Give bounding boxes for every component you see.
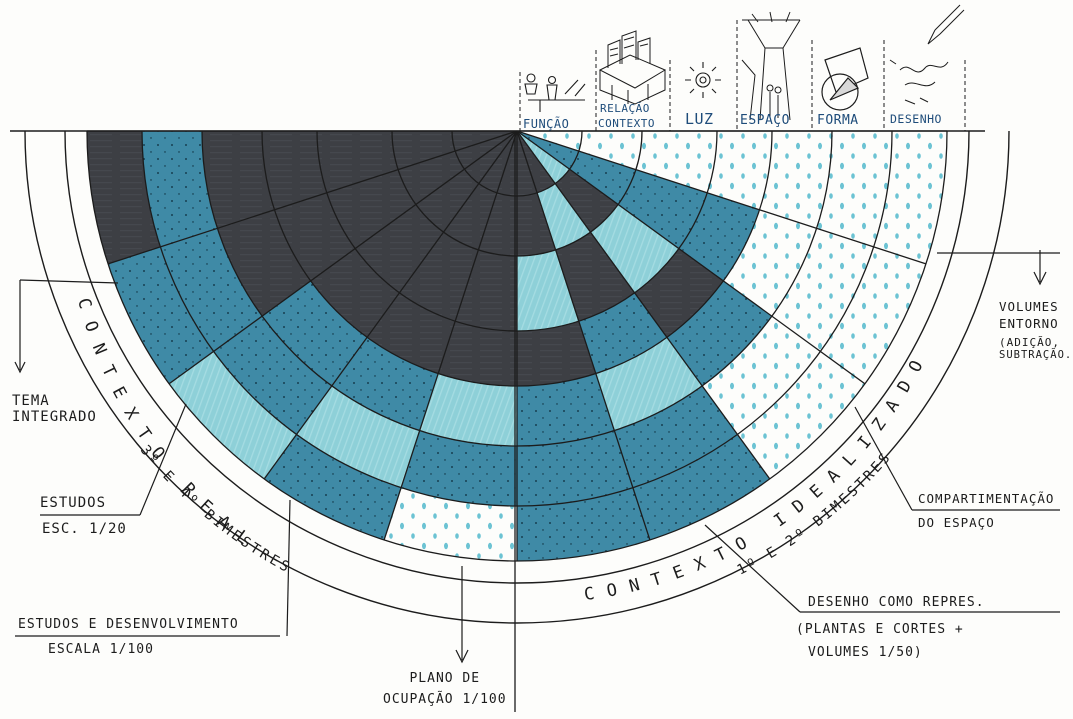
annotation-estudos-desenvolvimento: ESTUDOS E DESENVOLVIMENTO ESCALA 1/100 <box>18 617 239 657</box>
fan-cell-texture <box>213 316 332 435</box>
fan-radial-line <box>383 130 518 541</box>
annotation-tema-integrado: TEMA INTEGRADO <box>12 393 97 426</box>
leader-lines <box>14 250 1060 664</box>
fan-radial-line <box>516 130 651 541</box>
fan-cell-white <box>635 131 717 193</box>
annotation-compartimentacao: COMPARTIMENTAÇÃO DO ESPAÇO <box>918 491 1055 531</box>
fan-cell-texture <box>666 280 772 386</box>
fan-cell-texture <box>614 385 738 488</box>
fan-radial-line <box>516 130 927 265</box>
fan-cell-texture <box>317 131 399 193</box>
outer-label-ring <box>24 130 1010 624</box>
fan-cell-texture <box>264 434 402 540</box>
fan-cell-texture <box>355 204 444 293</box>
fan-cell-texture <box>590 204 679 293</box>
fan-cell-texture <box>142 131 218 247</box>
fan-cell-texture <box>415 169 479 233</box>
fan-cell-texture <box>517 192 556 256</box>
fan-cell-texture <box>87 131 161 264</box>
fan-cell-texture <box>262 280 368 386</box>
category-header-frame <box>519 20 966 131</box>
category-label-luz: LUZ <box>685 110 714 128</box>
fan-cell-texture <box>517 487 650 561</box>
fan-cell-white <box>873 131 947 264</box>
outer-rings <box>24 130 1010 624</box>
fan-radial-line <box>107 130 518 265</box>
fan-cell-texture <box>401 430 517 506</box>
pen-drawing-icon <box>889 4 965 105</box>
arc-label-bimestres-right: 1º E 2º BIMESTRES <box>735 448 896 578</box>
fan-cell-white <box>702 316 821 435</box>
fan-cell-texture <box>202 131 275 229</box>
fan-radial-line <box>263 130 518 480</box>
fan-cell-texture <box>392 131 456 170</box>
annotation-estudos: ESTUDOS ESC. 1/20 <box>40 495 127 538</box>
fan-cell-texture <box>160 228 263 352</box>
category-label-relacao: RELAÇÃO <box>600 102 650 115</box>
fan-cell-texture <box>517 430 633 506</box>
fan-cell-texture <box>517 321 596 386</box>
fan-cell-white <box>737 351 865 479</box>
fan-cell-texture <box>517 249 579 331</box>
fan-cell-texture <box>517 131 579 170</box>
fan-cell-texture <box>310 248 400 338</box>
annotation-desenho-repres: DESENHO COMO REPRES. (PLANTAS E CORTES + V… <box>796 595 985 660</box>
fan-cell-texture <box>478 192 517 256</box>
fan-cell-texture <box>419 373 517 446</box>
fan-cell-texture <box>618 169 708 249</box>
fan-cell-white <box>820 246 926 384</box>
fan-cell-texture <box>108 246 214 384</box>
category-label-contexto: CONTEXTO <box>598 117 655 130</box>
fan-cell-texture <box>217 209 311 317</box>
fan-cell-texture <box>296 385 420 488</box>
interior-space-icon <box>741 11 801 121</box>
fan-cell-white <box>707 131 773 210</box>
fan-radial-line <box>516 130 771 480</box>
fan-cell-white <box>578 131 642 170</box>
fan-cell-texture <box>555 232 635 322</box>
fan-cell-texture <box>455 249 517 331</box>
fan-cell-white <box>759 131 832 229</box>
fan-cell-texture <box>478 131 517 193</box>
fan-cell-texture <box>331 337 439 431</box>
fan-cell-white <box>723 209 817 317</box>
fan-radial-line <box>516 130 866 385</box>
annotation-plano-ocupacao: PLANO DE OCUPAÇÃO 1/100 <box>383 671 507 707</box>
category-label-forma: FORMA <box>817 113 859 128</box>
fan-cell-texture <box>438 321 517 386</box>
fan-cell-texture <box>595 337 703 431</box>
fan-cell-texture <box>464 131 517 184</box>
geometric-form-icon <box>821 47 869 111</box>
fan-cells <box>87 131 947 561</box>
fan-cell-texture <box>262 131 327 210</box>
fan-cell-texture <box>399 232 479 322</box>
category-label-funcao: FUNÇÃO <box>523 117 570 131</box>
category-label-espaco: ESPAÇO <box>740 113 790 128</box>
city-buildings-icon <box>598 30 667 105</box>
category-label-desenho: DESENHO <box>890 112 942 126</box>
fan-cell-texture <box>517 131 556 193</box>
fan-cell-white <box>816 131 892 247</box>
fan-cell-white <box>384 487 517 561</box>
fan-cell-texture <box>634 248 724 338</box>
sun-light-icon <box>685 62 721 98</box>
fan-cell-white <box>771 228 874 352</box>
fan-cell-texture <box>517 373 615 446</box>
people-function-icon <box>524 73 586 112</box>
fan-cell-texture <box>555 169 619 233</box>
fan-radial-line <box>168 130 518 385</box>
fan-cell-texture <box>326 169 416 249</box>
fan-cell-texture <box>455 131 517 170</box>
outer-label-ring <box>64 130 970 584</box>
fan-cell-texture <box>632 434 770 540</box>
fan-cell-texture <box>517 131 570 184</box>
fan-cell-texture <box>169 351 297 479</box>
